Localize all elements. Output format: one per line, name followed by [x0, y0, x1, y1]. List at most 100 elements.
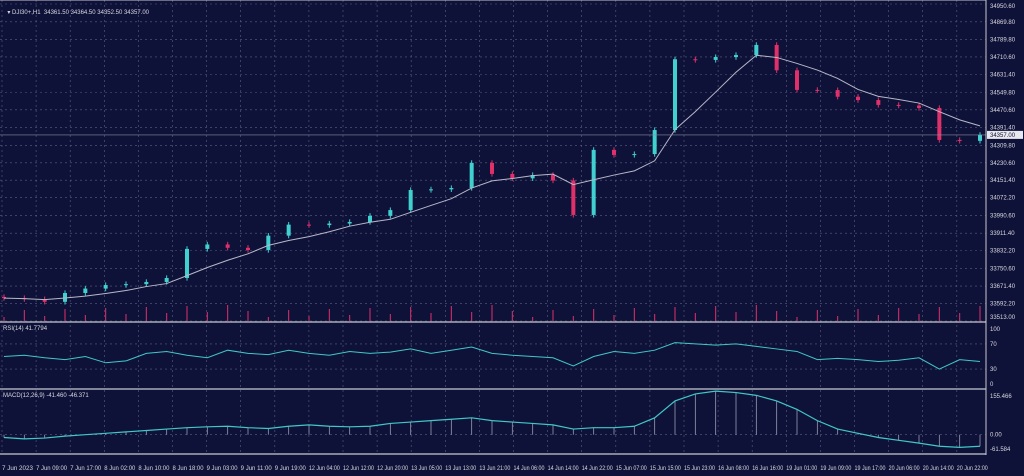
rsi-line — [3, 342, 981, 370]
volume-bar — [328, 309, 330, 321]
time-tick-label: 7 Jun 2023 — [2, 466, 34, 472]
price-tick-label: 34631.40 — [990, 72, 1016, 78]
price-tick-label: 34549.80 — [990, 90, 1016, 96]
volume-bar — [410, 307, 412, 321]
candle-body — [388, 210, 393, 216]
grid-lines — [0, 0, 986, 455]
volume-bar — [593, 309, 595, 321]
symbol-label: DJI30+,H1 — [12, 10, 41, 16]
candle-body — [225, 244, 230, 248]
volume-bar — [572, 316, 574, 321]
candle-body — [42, 299, 47, 302]
candle-body — [124, 284, 128, 286]
rsi-tick-label: 0 — [990, 382, 994, 388]
time-tick-label: 9 Jun 19:00 — [275, 466, 307, 472]
price-axis: 34950.60 34869.80 34789.80 34710.60 34631.40… — [987, 4, 1023, 453]
macd-tick-label: 155.466 — [990, 394, 1012, 400]
candle-body — [856, 96, 860, 101]
candle-body — [693, 59, 698, 61]
volume-bar — [938, 307, 940, 321]
candle-body — [591, 149, 596, 215]
volume-bar — [227, 305, 229, 321]
volume-bar — [796, 317, 798, 321]
price-candles — [2, 42, 982, 305]
candle-body — [307, 224, 311, 226]
candle-body — [937, 107, 942, 140]
price-tick-label: 34789.80 — [990, 37, 1016, 43]
volume-bar — [389, 314, 391, 321]
candle-body — [510, 173, 515, 179]
current-price-tag — [987, 130, 1023, 139]
candle-body — [103, 285, 108, 289]
volume-bar — [857, 309, 859, 321]
volume-bar — [288, 310, 290, 321]
volume-bar — [837, 316, 839, 321]
candle-body — [368, 215, 372, 222]
volume-bar — [898, 308, 900, 321]
price-tick-label: 34151.40 — [990, 178, 1016, 184]
time-tick-label: 7 Jun 17:00 — [70, 466, 102, 472]
time-tick-label: 20 Jun 06:00 — [889, 466, 921, 472]
time-tick-label: 14 Jun 22:00 — [582, 466, 614, 472]
volume-bar — [776, 311, 778, 321]
candle-body — [734, 55, 738, 58]
time-tick-label: 13 Jun 13:00 — [445, 466, 477, 472]
candle-body — [246, 247, 250, 250]
volume-bar — [430, 313, 432, 321]
macd-label: MACD(12,26,9) -41.460 -46.371 — [3, 393, 89, 399]
volume-bar — [84, 315, 86, 321]
dropdown-triangle-icon[interactable]: ▾ — [7, 10, 13, 16]
time-tick-label: 12 Jun 04:00 — [309, 466, 341, 472]
candle-body — [266, 235, 271, 250]
price-tick-label: 33990.60 — [990, 214, 1016, 220]
candle-body — [673, 59, 677, 131]
volume-bar — [145, 307, 147, 321]
rsi-tick-label: 70 — [990, 342, 997, 348]
volume-bar — [694, 313, 696, 321]
volume-bar — [369, 308, 371, 321]
candle-body — [429, 189, 433, 191]
volume-bar — [166, 313, 168, 321]
candle-body — [144, 281, 149, 285]
candle-body — [83, 288, 88, 293]
time-tick-label: 15 Jun 23:00 — [684, 466, 716, 472]
candle-body — [978, 134, 982, 141]
time-tick-label: 9 Jun 03:00 — [207, 466, 239, 472]
price-tick-label: 33832.20 — [990, 249, 1016, 255]
candle-body — [327, 223, 332, 226]
price-tick-label: 34391.40 — [990, 125, 1016, 131]
volume-bar — [918, 314, 920, 321]
candle-body — [286, 224, 291, 236]
candle-body — [612, 149, 616, 155]
price-tick-label: 34309.80 — [990, 143, 1016, 149]
candle-body — [896, 104, 901, 106]
volume-bar — [267, 317, 269, 321]
candle-body — [754, 44, 759, 56]
time-tick-label: 20 Jun 14:00 — [923, 466, 955, 472]
time-tick-label: 16 Jun 16:00 — [752, 466, 784, 472]
time-tick-label: 16 Jun 08:00 — [718, 466, 750, 472]
candle-body — [530, 175, 535, 179]
price-tick-label: 34230.60 — [990, 161, 1016, 167]
time-tick-label: 15 Jun 15:00 — [650, 466, 682, 472]
volume-bar — [491, 305, 493, 321]
macd-histogram — [3, 391, 981, 448]
time-tick-label: 13 Jun 05:00 — [411, 466, 443, 472]
price-tick-label: 33750.60 — [990, 267, 1016, 273]
macd-tick-label: 0.00 — [990, 433, 1002, 439]
price-tick-label: 33671.40 — [990, 284, 1016, 290]
macd-tick-label: -61.584 — [990, 447, 1011, 453]
time-tick-label: 12 Jun 20:00 — [377, 466, 409, 472]
volume-bar — [552, 310, 554, 321]
time-axis: 7 Jun 2023 7 Jun 09:00 7 Jun 17:00 8 Jun 02… — [2, 466, 988, 472]
volume-bar — [979, 306, 981, 321]
price-tick-label: 34710.60 — [990, 55, 1016, 61]
price-tick-label: 34072.20 — [990, 196, 1016, 202]
time-tick-label: 12 Jun 12:00 — [343, 466, 375, 472]
volume-bar — [532, 317, 534, 321]
volume-bar — [613, 315, 615, 321]
volume-bar — [755, 305, 757, 321]
volume-bar — [715, 306, 717, 321]
volume-bar — [44, 316, 46, 321]
